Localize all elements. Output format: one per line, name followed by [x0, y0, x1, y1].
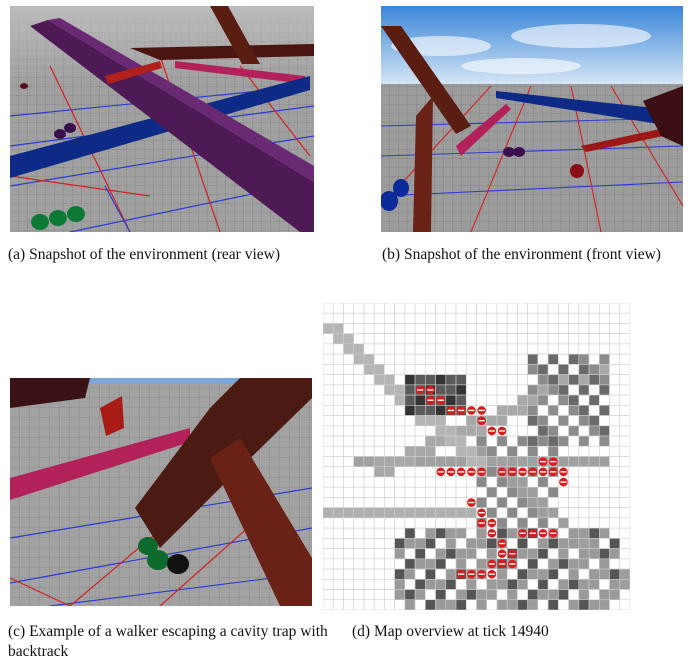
caption-c: (c) Example of a walker escaping a cavit… [8, 623, 328, 660]
wall-dark-top [10, 378, 90, 408]
wall-magenta [175, 61, 305, 84]
wall-blue [10, 76, 310, 178]
wall-dark-right [643, 86, 683, 146]
wall-red-right [581, 124, 683, 152]
wall-brown-post [210, 6, 260, 64]
walker-trail-markers [415, 385, 568, 579]
walker-dark-red [20, 83, 28, 89]
walkers-green [138, 537, 169, 570]
map-overview-grid [323, 303, 630, 610]
clouds [391, 24, 651, 74]
wall-brown-post [413, 96, 433, 232]
wall-magenta [456, 104, 511, 156]
cavity-escape-snapshot [10, 378, 312, 606]
walker-red [570, 164, 584, 178]
wall-red-small [105, 61, 162, 84]
walkers-blue [381, 179, 409, 211]
caption-b: (b) Snapshot of the environment (front v… [382, 246, 661, 263]
wall-purple-large [30, 20, 314, 232]
caption-d: (d) Map overview at tick 14940 [352, 623, 549, 640]
walker-black [167, 554, 189, 574]
wall-purple-shade [48, 18, 314, 182]
map-cells [323, 303, 630, 610]
wall-brown-arm [381, 26, 471, 134]
wall-red-slab [100, 396, 124, 436]
caption-a: (a) Snapshot of the environment (rear vi… [8, 246, 281, 263]
front-view-snapshot [381, 6, 683, 232]
walkers-green [31, 206, 85, 230]
wall-magenta [10, 428, 190, 500]
walkers-purple [503, 147, 525, 157]
wall-blue [496, 91, 683, 128]
wall-dark-red [130, 44, 314, 60]
walkers-purple [54, 123, 76, 139]
rear-view-snapshot [10, 6, 314, 232]
wall-brown-post [210, 438, 312, 606]
